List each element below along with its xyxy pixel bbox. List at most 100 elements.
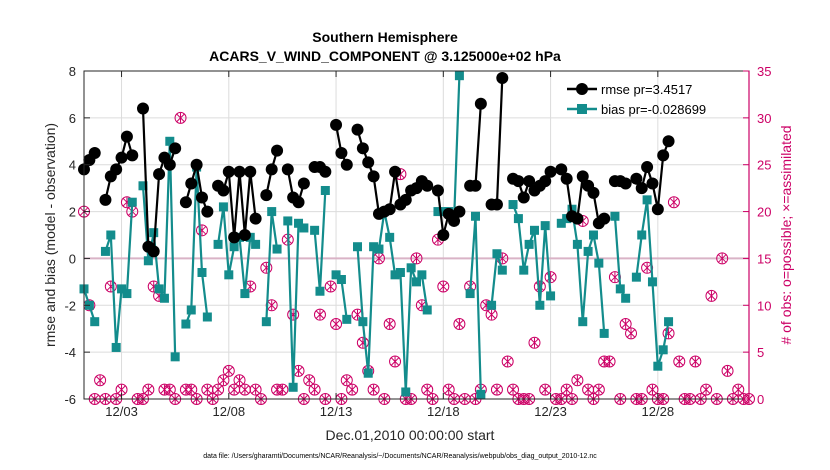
y-tick-label: 2	[69, 205, 76, 220]
obs-possible-marker	[539, 383, 552, 396]
rmse-point	[292, 196, 305, 209]
bias-point	[202, 312, 212, 322]
obs-assimilated-marker	[240, 384, 250, 395]
obs-possible-marker	[501, 355, 514, 368]
bias-point	[599, 328, 609, 338]
obs-possible-marker	[249, 383, 262, 396]
obs-possible-marker	[389, 355, 402, 368]
bias-point	[385, 232, 395, 242]
bias-point	[454, 71, 464, 81]
rmse-point	[523, 175, 536, 188]
bias-point	[492, 249, 502, 259]
bias-point	[621, 293, 631, 303]
obs-possible-marker	[212, 383, 225, 396]
obs-assimilated-marker	[642, 262, 652, 273]
rmse-point	[153, 168, 166, 181]
legend-bias-marker	[577, 104, 587, 114]
rmse-point	[126, 149, 139, 162]
y2-tick-label: 20	[757, 205, 771, 220]
obs-assimilated-marker	[326, 281, 336, 292]
bias-point	[508, 200, 518, 210]
rmse-point	[383, 203, 396, 216]
rmse-point	[169, 142, 182, 155]
rmse-point	[249, 212, 262, 225]
rmse-point	[136, 102, 149, 115]
obs-possible-marker	[217, 374, 230, 387]
rmse-point	[544, 165, 557, 178]
bias-point	[251, 239, 261, 249]
rmse-point	[421, 179, 434, 192]
bias-point	[213, 239, 223, 249]
obs-possible-marker	[308, 383, 321, 396]
obs-assimilated-marker	[594, 384, 604, 395]
obs-assimilated-marker	[669, 197, 679, 208]
bias-point	[395, 267, 405, 277]
rmse-point	[330, 118, 343, 131]
y2-axis-label: # of obs: o=possible; ×=assimilated	[778, 125, 794, 344]
obs-possible-marker	[163, 383, 176, 396]
y-axis-ticks: -6 -4 -2 0 2 4 6 8	[64, 64, 90, 407]
obs-possible-marker	[346, 383, 359, 396]
obs-possible-marker	[367, 383, 380, 396]
bias-point	[283, 216, 293, 226]
rmse-point	[448, 214, 461, 227]
rmse-point	[555, 163, 568, 176]
x-tick-label: 12/08	[213, 404, 246, 419]
obs-possible-marker	[673, 355, 686, 368]
y2-axis-ticks: 0 5 10 15 20 25 30 35	[743, 64, 771, 407]
rmse-point	[260, 189, 273, 202]
obs-assimilated-marker	[213, 384, 223, 395]
obs-possible-marker	[142, 383, 155, 396]
obs-possible-marker	[324, 280, 337, 293]
bias-point	[154, 284, 164, 294]
obs-assimilated-marker	[176, 112, 185, 123]
bias-point	[588, 230, 598, 240]
obs-assimilated-marker	[455, 319, 464, 330]
rmse-point	[587, 186, 600, 199]
rmse-point	[362, 156, 375, 169]
rmse-point	[222, 165, 235, 178]
bias-point	[540, 221, 550, 231]
obs-assimilated-marker	[444, 384, 454, 395]
obs-assimilated-marker	[390, 356, 400, 367]
obs-possible-marker	[195, 224, 208, 237]
obs-assimilated-marker	[342, 375, 352, 386]
obs-assimilated-marker	[347, 384, 357, 395]
obs-possible-marker	[625, 327, 638, 340]
obs-assimilated-marker	[315, 309, 325, 320]
bias-point	[658, 345, 668, 355]
obs-assimilated-marker	[202, 384, 212, 395]
obs-assimilated-marker	[674, 356, 684, 367]
bias-point	[664, 317, 674, 327]
bias-point	[299, 223, 309, 233]
rmse-point	[598, 212, 611, 225]
bias-point	[546, 291, 556, 301]
obs-assimilated-marker	[229, 384, 239, 395]
bias-point	[653, 361, 663, 371]
rmse-point	[560, 172, 573, 185]
bias-point	[487, 300, 497, 310]
x-tick-label: 12/18	[427, 404, 460, 419]
obs-possible-marker	[442, 383, 455, 396]
bias-point	[170, 352, 180, 362]
obs-assimilated-marker	[385, 319, 395, 330]
obs-assimilated-marker	[294, 365, 303, 376]
bias-point	[497, 265, 507, 275]
obs-possible-marker	[700, 383, 713, 396]
obs-assimilated-marker	[573, 375, 582, 386]
rmse-point	[190, 158, 203, 171]
bias-point	[519, 265, 529, 275]
bias-point	[197, 267, 207, 277]
rmse-point	[120, 130, 133, 143]
x-tick-label: 12/23	[534, 404, 567, 419]
x-tick-label: 12/03	[105, 404, 138, 419]
bias-point	[181, 319, 191, 329]
obs-assimilated-marker	[144, 384, 153, 395]
rmse-point	[539, 175, 552, 188]
bias-point	[218, 202, 228, 212]
obs-possible-marker	[222, 364, 235, 377]
bias-point	[572, 239, 582, 249]
obs-assimilated-marker	[422, 384, 432, 395]
rmse-point	[496, 72, 509, 85]
rmse-point	[356, 142, 369, 155]
